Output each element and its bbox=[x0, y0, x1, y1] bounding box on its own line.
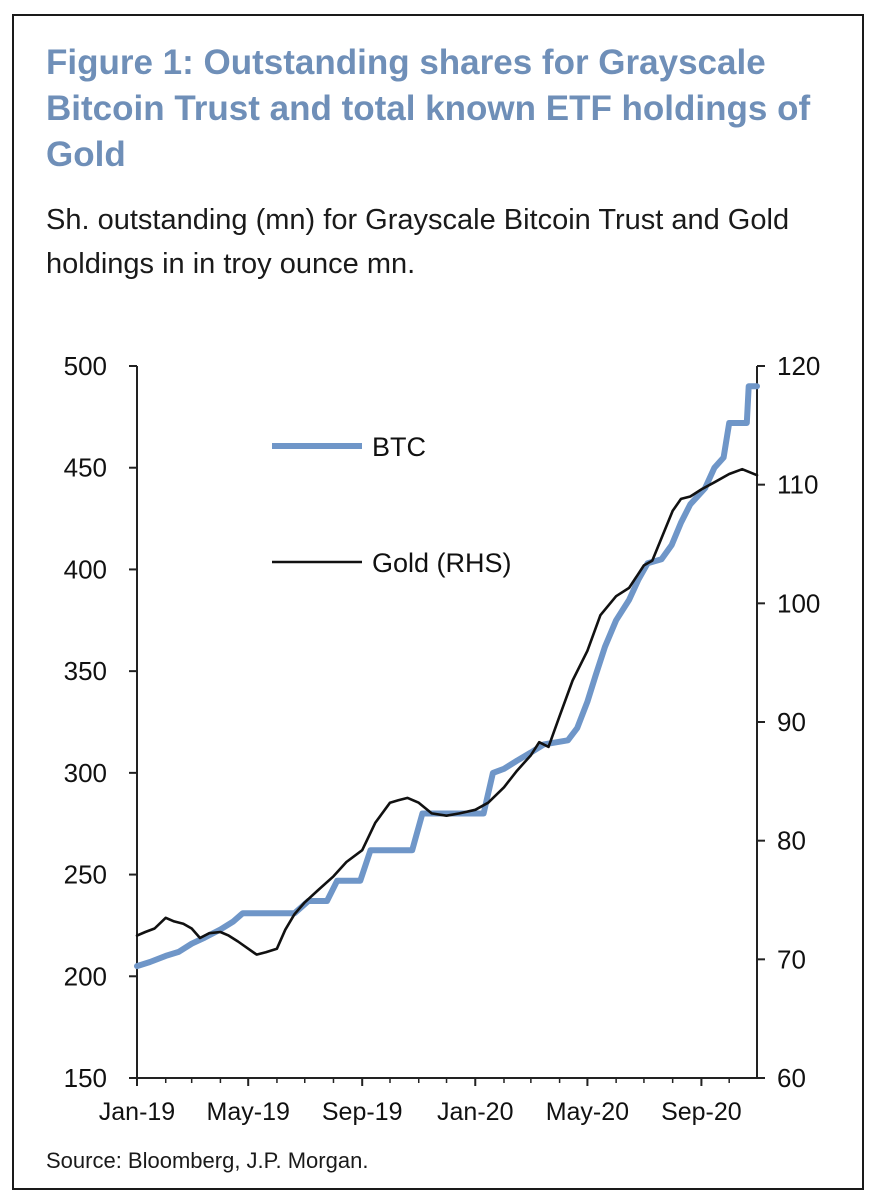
x-tick-label: Jan-19 bbox=[99, 1098, 175, 1126]
x-tick-label: May-19 bbox=[207, 1098, 290, 1126]
btc-series-line bbox=[134, 383, 760, 970]
right-tick-label: 120 bbox=[777, 351, 820, 381]
left-tick-label: 300 bbox=[64, 758, 107, 788]
legend-label-gold: Gold (RHS) bbox=[372, 548, 512, 578]
figure-title: Figure 1: Outstanding shares for Graysca… bbox=[46, 43, 811, 174]
right-tick-label: 90 bbox=[777, 707, 806, 737]
x-tick-label: Jan-20 bbox=[437, 1098, 513, 1126]
x-tick-label: Sep-20 bbox=[661, 1098, 742, 1126]
left-tick-label: 150 bbox=[64, 1063, 107, 1093]
figure-frame bbox=[12, 14, 864, 1190]
left-tick-label: 200 bbox=[64, 961, 107, 991]
x-tick-label: Sep-19 bbox=[322, 1098, 403, 1126]
figure-subtitle: Sh. outstanding (mn) for Grayscale Bitco… bbox=[46, 204, 790, 280]
x-tick-label: May-20 bbox=[546, 1098, 629, 1126]
left-tick-label: 500 bbox=[64, 351, 107, 381]
right-tick-label: 80 bbox=[777, 826, 806, 856]
right-tick-label: 70 bbox=[777, 944, 806, 974]
gold-series-line bbox=[135, 467, 759, 956]
right-tick-label: 110 bbox=[777, 470, 818, 500]
legend-label-btc: BTC bbox=[372, 432, 426, 462]
left-tick-label: 250 bbox=[64, 860, 107, 890]
left-tick-label: 450 bbox=[64, 453, 107, 483]
left-tick-label: 400 bbox=[64, 554, 107, 584]
left-tick-label: 350 bbox=[64, 656, 107, 686]
source-note: Source: Bloomberg, J.P. Morgan. bbox=[46, 1148, 369, 1173]
right-tick-label: 60 bbox=[777, 1063, 806, 1093]
right-tick-label: 100 bbox=[777, 588, 820, 618]
